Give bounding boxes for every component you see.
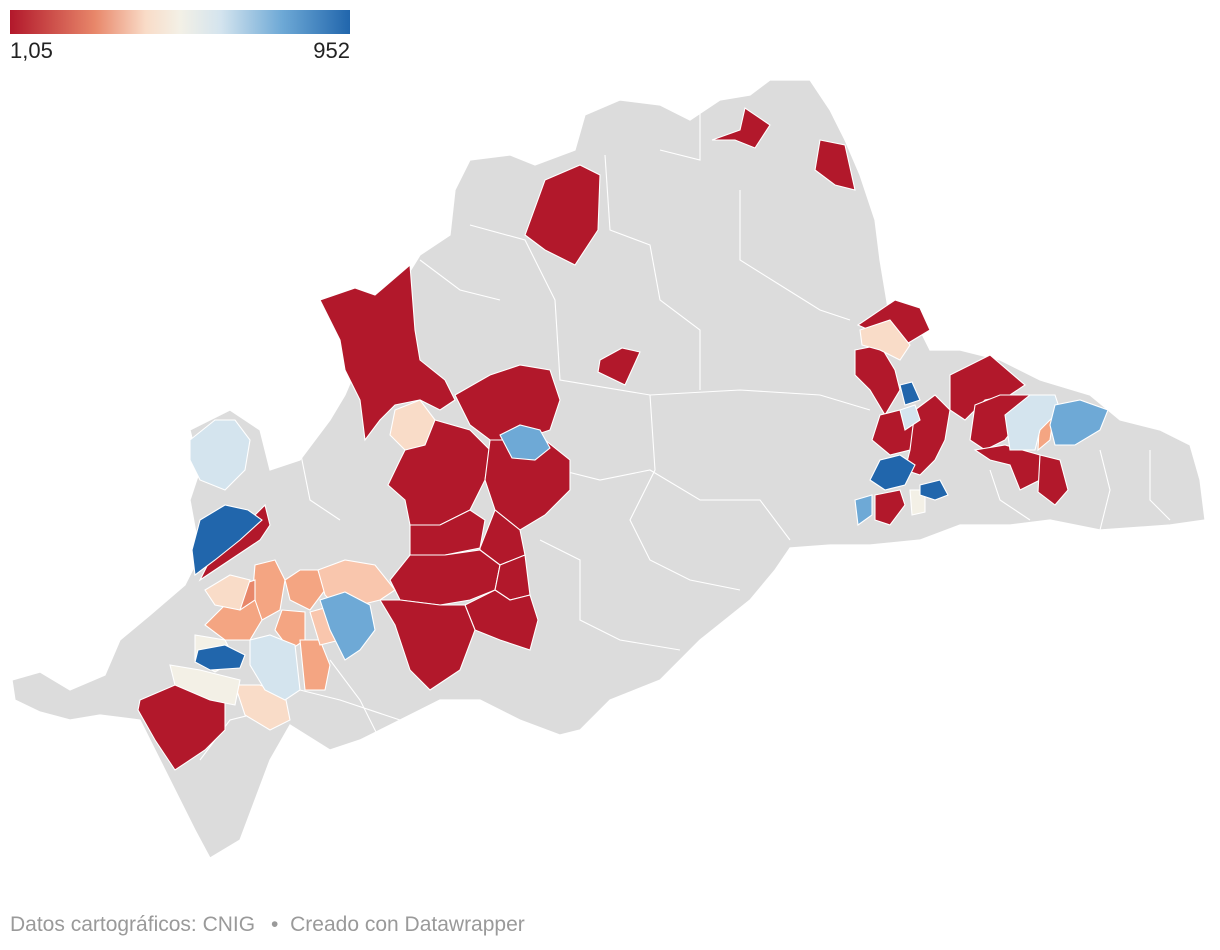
municipal-boundaries (199, 110, 1171, 761)
legend-labels: 1,05 952 (10, 34, 350, 64)
map-footer: Datos cartográficos: CNIG • Creado con D… (10, 913, 525, 937)
source-credit: Datos cartográficos: CNIG (10, 913, 256, 936)
municipalities-low (137, 107, 1069, 771)
legend-gradient-bar (10, 10, 350, 34)
legend-max-label: 952 (313, 38, 350, 63)
municipalities-mid (169, 394, 1061, 706)
color-legend: 1,05 952 (10, 10, 350, 64)
municipalities-high (191, 381, 1109, 671)
datawrapper-credit: Creado con Datawrapper (290, 913, 525, 936)
footer-separator: • (270, 913, 279, 936)
legend-min-label: 1,05 (10, 38, 53, 63)
choropleth-map (11, 79, 1206, 859)
